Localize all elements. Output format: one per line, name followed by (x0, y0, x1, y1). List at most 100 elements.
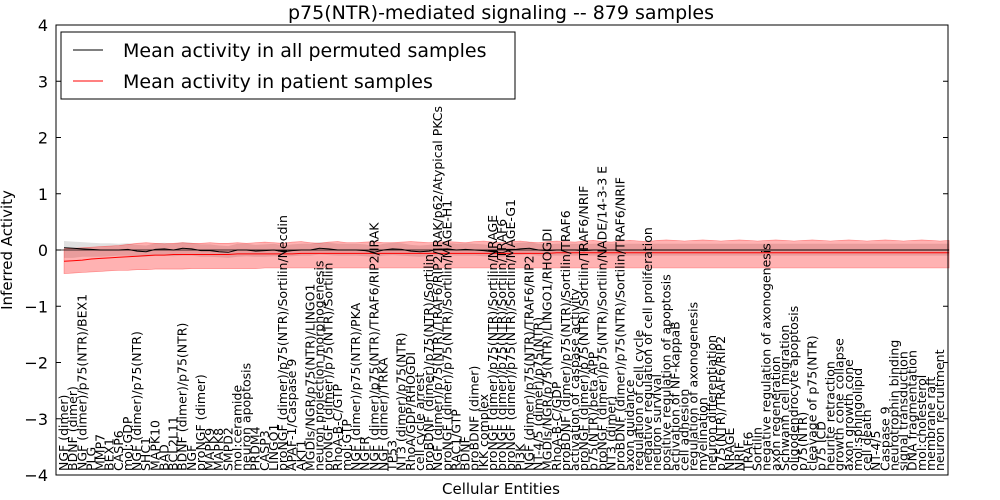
x-tick-label: regulation of axonogenesis (686, 302, 701, 471)
legend-box (60, 31, 516, 100)
y-tick-label: 3 (38, 72, 48, 91)
x-tick-label: SMPD2 (220, 427, 235, 471)
x-tick-label: NGF (dimer) (56, 395, 71, 471)
x-tick-label: CASP3 (257, 430, 272, 471)
x-tick-label: NGF (dimer)/p75(NTR)/TRAF6/RIP2/IRAK/p62… (430, 106, 445, 471)
y-tick-label: −1 (24, 297, 48, 316)
x-tick-label: growth cone collapse (832, 338, 847, 471)
x-tick-label: NGF (dimer)/p75(NTR)/TRAF6/RIP2/IRAK (366, 222, 381, 471)
x-tick-label: neurite retraction (823, 361, 838, 471)
x-tick-label: axon guidance (622, 379, 637, 471)
x-tick-label: NGF (dimer)/p75(NTR)/BEX1 (74, 294, 89, 471)
x-tick-label: NT-4/5 (dimer)/p75(NTR) (531, 317, 546, 471)
x-tick-label: proBDNF (dimer)/p75(NTR)/Sortilin/TRAF6/… (613, 177, 628, 471)
x-tick-label: BAD (156, 444, 171, 471)
x-tick-label: neuron projection morphogenesis (312, 260, 327, 471)
y-tick-label: 2 (38, 129, 48, 148)
x-tick-label: p75(NTR)/beta APP (585, 351, 600, 471)
x-tick-label: BEX1 (102, 438, 117, 471)
y-tick-label: −2 (24, 354, 48, 373)
y-tick-label: 4 (38, 16, 48, 35)
x-tick-label: PI3K (512, 443, 527, 471)
x-tick-label: mol:GDP (120, 416, 135, 471)
x-tick-label: MGDIs/NGR/p75(NTR)/LINGO1 (302, 284, 317, 471)
x-tick-label: cell adhesion (677, 389, 692, 471)
x-tick-label: PRDM4 (248, 426, 263, 471)
x-tick-label: NGF (dimer)/p75(NTR) (129, 331, 144, 471)
x-tick-label: APAF-1/Caspase 9 (284, 359, 299, 471)
x-tick-label: negative regulation of cell proliferatio… (640, 227, 655, 471)
x-tick-label: mol:ceramide (229, 385, 244, 471)
x-tick-label: regulation of cell cycle (631, 329, 646, 471)
x-tick-label: NGF (dimer)/p75(NTR)/TRAF6/RIP2 (521, 255, 536, 471)
y-tick-label: −4 (24, 466, 48, 485)
y-tick-label: 1 (38, 185, 48, 204)
x-tick-label: NT3 (dimer)/p75(NTR) (394, 332, 409, 471)
x-tick-label: MAPK10 (147, 420, 162, 471)
x-tick-label: RhoA-B-C/GDP (549, 381, 564, 471)
x-tick-label: axon growth cone (841, 359, 856, 471)
x-tick-label: NGF (dimer)/TRKA (375, 357, 390, 471)
x-tick-label: proNGF (dimer)/p75(NTR)/Sortilin/MAGE-H1 (439, 200, 454, 471)
x-tick-label: BDNF (458, 436, 473, 471)
x-tick-label: p75 ICD (813, 421, 828, 471)
x-tick-label: mol:GTP (339, 419, 354, 471)
x-tick-label: TRAF6 (740, 431, 755, 472)
x-tick-label: neuron apoptosis (239, 363, 254, 471)
x-tick-label: activation of NF-kappaB (667, 321, 682, 471)
x-tick-label: positive regulation of apoptosis (658, 274, 673, 471)
x-tick-label: p75(NTR) (795, 412, 810, 471)
x-tick-label: proNGF (dimer)/p75(NTR)/Sortilin/MAGE-G1 (503, 199, 518, 471)
x-tick-label: NT3 (dimer) (604, 396, 619, 471)
x-tick-label: BCL2L11 (166, 416, 181, 471)
x-tick-label: neuron survival (649, 374, 664, 471)
x-tick-label: RAC1/GTP (448, 409, 463, 471)
x-tick-label: neuron differentiation (704, 335, 719, 471)
x-tick-label: LINGO1 (266, 424, 281, 471)
x-tick-label: MMP7 (93, 434, 108, 471)
series-lines (63, 247, 950, 262)
x-tick-label: MAPK9 (202, 428, 217, 471)
x-tick-label: cell cycle arrest (412, 373, 427, 471)
x-tick-label: proNGF (dimer)/p75(NTR)/Sortilin/Necdin (275, 215, 290, 471)
x-tick-label: mol:sphingolipid (850, 368, 865, 471)
x-tick-label: NGF (184, 445, 199, 471)
x-tick-labels: NGF (dimer)BDNF (dimer)NGF (dimer)/p75(N… (56, 106, 947, 472)
x-tick-label: RhoA/GDP/RHOGDI (403, 352, 418, 471)
x-tick-label: MAPK8 (211, 428, 226, 471)
x-tick-label: cleavage of p75(NTR) (804, 335, 819, 471)
x-tick-label: proNGF (dimer)/p75(NTR)/Sortilin/NRAGE (485, 215, 500, 471)
x-tick-label: Sortilin (750, 427, 765, 471)
x-tick-label: Caspase 9 (877, 406, 892, 471)
x-tick-label: proBDNF (dimer)/p75(NTR)/Sortilin/TRAF6 (558, 210, 573, 471)
x-tick-label: proNGF (dimer) (193, 374, 208, 471)
x-tick-label: proBDNF (dimer)/p75(NTR)/Sortilin (421, 254, 436, 471)
x-axis-label: Cellular Entities (442, 480, 560, 498)
y-tick-label: 0 (38, 241, 48, 260)
x-tick-label: neuron recruitment (932, 349, 947, 471)
x-tick-label: NGF (dimer)/p75(NTR)/PKA (348, 302, 363, 471)
x-tick-label: proNGF (dimer)/p75(NTR)/Sortilin/TRAF6 (494, 219, 509, 471)
legend-label-permuted: Mean activity in all permuted samples (123, 40, 486, 62)
x-tick-label: membrane raft (923, 377, 938, 471)
x-tick-label: proNGF (dimer)/p75(NTR)/Sortilin/TRAF6/N… (576, 186, 591, 471)
x-tick-label: RhoA-B-C/GTP (330, 384, 345, 471)
y-axis: −4 −3 −2 −1 0 1 2 3 4 (24, 16, 948, 485)
x-tick-label: myelination (695, 397, 710, 471)
x-tick-label: p75(NTR)/TRAF6/RIP2 (713, 336, 728, 471)
x-tick-label: proBDNF (dimer) (467, 366, 482, 471)
x-tick-label: proNGF (dimer)/p75(NTR)/Sortilin/NADE/14… (594, 166, 609, 471)
band-patient (63, 239, 950, 274)
x-tick-label: BDNF (dimer)/p75(NTR) (175, 323, 190, 471)
plot-frame (55, 24, 949, 476)
x-tick-label: mol:cholesterol (914, 375, 929, 471)
x-tick-label: IKK complex (476, 394, 491, 471)
x-tick-label: proNGF (dimer)/p75(NTR)/Sortilin (321, 263, 336, 471)
y-axis-label: Inferred Activity (0, 190, 16, 310)
y-tick-label: −3 (24, 410, 48, 429)
x-tick-label: NT-4/5 (868, 431, 883, 471)
x-tick-label: SHC1 (138, 437, 153, 471)
x-tick-label: signal transduction (896, 351, 911, 471)
x-tick-label: PLG (83, 447, 98, 471)
